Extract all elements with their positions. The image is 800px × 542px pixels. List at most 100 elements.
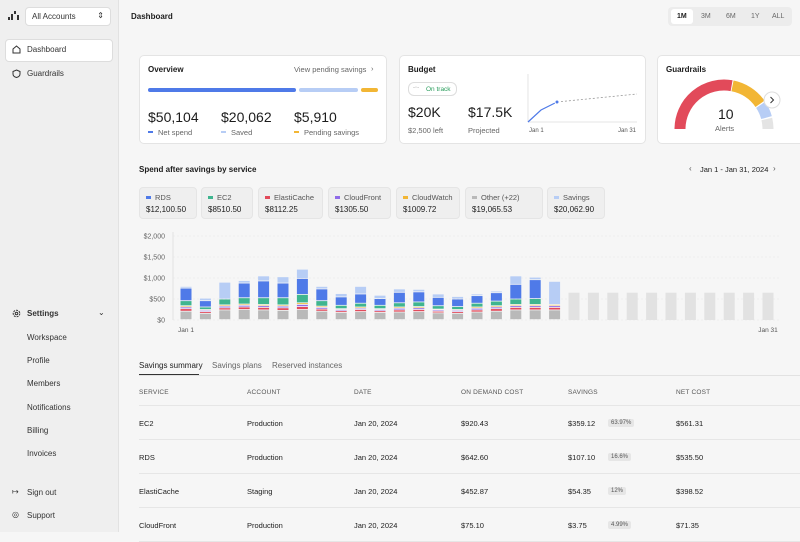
bar-segment <box>491 293 502 301</box>
bar-segment <box>239 298 250 304</box>
bar-segment <box>297 303 308 304</box>
tab-rule <box>139 375 800 376</box>
table-cell: $71.35 <box>676 521 699 530</box>
bar-segment <box>219 310 230 319</box>
bar-segment <box>510 299 521 304</box>
settings-item[interactable]: Profile <box>27 356 50 365</box>
bar-segment <box>452 314 463 320</box>
bar-segment <box>355 312 366 319</box>
bar-segment <box>472 309 483 310</box>
bar-segment <box>278 298 289 304</box>
bar-segment <box>510 308 521 310</box>
bar-segment <box>181 307 192 308</box>
bar-segment <box>394 303 405 306</box>
forecast-bar <box>743 293 754 320</box>
settings-item[interactable]: Notifications <box>27 403 71 412</box>
forecast-bar <box>588 293 599 320</box>
bar-segment <box>413 310 424 311</box>
table-cell: $54.35 <box>568 487 591 496</box>
table-cell: RDS <box>139 453 155 462</box>
table-cell: ElastiCache <box>139 487 179 496</box>
table-cell: $359.12 <box>568 419 595 428</box>
bar-segment <box>394 293 405 303</box>
bar-segment <box>394 309 405 310</box>
bar-segment <box>316 287 327 289</box>
bar-segment <box>452 307 463 309</box>
column-header: ACCOUNT <box>247 389 281 396</box>
savings-pill: 63.97% <box>608 419 634 427</box>
bar-segment <box>530 280 541 298</box>
bar-segment <box>433 313 444 319</box>
bar-segment <box>491 291 502 292</box>
signout-icon: ↦ <box>12 487 19 496</box>
column-header: SAVINGS <box>568 389 598 396</box>
bar-segment <box>452 297 463 299</box>
table-cell: $107.10 <box>568 453 595 462</box>
forecast-bar <box>607 293 618 320</box>
bar-segment <box>200 312 211 313</box>
table-cell: Jan 20, 2024 <box>354 487 397 496</box>
bar-segment <box>219 299 230 304</box>
table-cell: Production <box>247 521 283 530</box>
savings-pill: 16.6% <box>608 453 631 461</box>
bar-segment <box>181 301 192 305</box>
bar-segment <box>394 312 405 319</box>
bar-segment <box>549 306 560 307</box>
bar-segment <box>219 307 230 308</box>
bar-segment <box>549 308 560 310</box>
bar-segment <box>413 302 424 306</box>
bar-segment <box>433 312 444 313</box>
table-cell: $535.50 <box>676 453 703 462</box>
bar-segment <box>375 296 386 299</box>
bar-segment <box>258 276 269 280</box>
table-cell: $452.87 <box>461 487 488 496</box>
forecast-bar <box>704 293 715 320</box>
bar-segment <box>472 304 483 307</box>
footer-item[interactable]: Support <box>27 511 55 520</box>
table-cell: EC2 <box>139 419 154 428</box>
bar-segment <box>258 306 269 307</box>
bar-segment <box>491 312 502 320</box>
bar-segment <box>530 310 541 319</box>
bar-segment <box>258 281 269 297</box>
table-cell: Jan 20, 2024 <box>354 453 397 462</box>
y-tick-label: $2,000 <box>144 234 166 241</box>
row-rule <box>139 507 800 508</box>
bar-segment <box>472 296 483 303</box>
bar-segment <box>297 310 308 319</box>
settings-item[interactable]: Invoices <box>27 449 56 458</box>
table-cell: $75.10 <box>461 521 484 530</box>
tab[interactable]: Reserved instances <box>272 361 342 370</box>
column-header: SERVICE <box>139 389 169 396</box>
bar-segment <box>316 312 327 320</box>
bar-segment <box>181 289 192 301</box>
bar-segment <box>316 308 327 309</box>
table-cell: $3.75 <box>568 521 587 530</box>
footer-item[interactable]: Sign out <box>27 488 56 497</box>
bar-segment <box>297 295 308 303</box>
settings-item[interactable]: Billing <box>27 426 48 435</box>
bar-segment <box>549 282 560 304</box>
tab[interactable]: Savings summary <box>139 361 203 370</box>
bar-segment <box>336 313 347 319</box>
bar-segment <box>530 306 541 307</box>
bar-segment <box>297 307 308 309</box>
bar-segment <box>278 283 289 297</box>
table-cell: Jan 20, 2024 <box>354 521 397 530</box>
y-tick-label: $0 <box>157 318 165 325</box>
column-header: DATE <box>354 389 372 396</box>
forecast-bar <box>569 293 580 320</box>
bar-segment <box>375 306 386 309</box>
tab[interactable]: Savings plans <box>212 361 262 370</box>
table-cell: Staging <box>247 487 272 496</box>
bar-segment <box>491 302 502 306</box>
bar-segment <box>200 314 211 320</box>
column-header: NET COST <box>676 389 710 396</box>
settings-item[interactable]: Members <box>27 379 60 388</box>
bar-segment <box>433 298 444 306</box>
bar-segment <box>530 299 541 304</box>
bar-segment <box>258 308 269 310</box>
bar-segment <box>278 311 289 319</box>
bar-segment <box>355 294 366 302</box>
bar-segment <box>316 301 327 306</box>
